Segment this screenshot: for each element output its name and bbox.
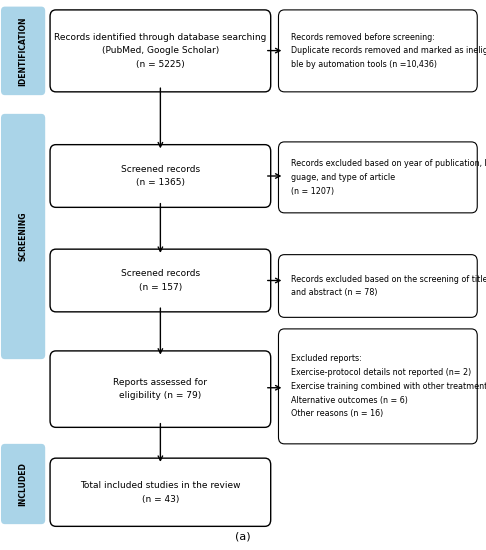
Text: Reports assessed for: Reports assessed for [113,378,208,387]
Text: Records excluded based on the screening of title: Records excluded based on the screening … [291,274,486,284]
FancyBboxPatch shape [1,444,45,524]
Text: IDENTIFICATION: IDENTIFICATION [18,16,28,86]
Text: (n = 43): (n = 43) [142,494,179,504]
Text: (n = 5225): (n = 5225) [136,60,185,69]
FancyBboxPatch shape [278,10,477,92]
Text: (n = 1365): (n = 1365) [136,178,185,188]
Text: ble by automation tools (n =10,436): ble by automation tools (n =10,436) [291,60,437,69]
Text: Total included studies in the review: Total included studies in the review [80,481,241,490]
Text: (PubMed, Google Scholar): (PubMed, Google Scholar) [102,46,219,56]
Text: Records removed before screening:: Records removed before screening: [291,32,435,42]
FancyBboxPatch shape [50,145,271,207]
FancyBboxPatch shape [1,114,45,359]
Text: Duplicate records removed and marked as ineligi-: Duplicate records removed and marked as … [291,46,486,56]
Text: INCLUDED: INCLUDED [18,462,28,506]
FancyBboxPatch shape [278,142,477,213]
Text: Records excluded based on year of publication, lan-: Records excluded based on year of public… [291,159,486,168]
Text: and abstract (n = 78): and abstract (n = 78) [291,288,378,298]
Text: Screened records: Screened records [121,164,200,174]
FancyBboxPatch shape [50,351,271,427]
FancyBboxPatch shape [1,7,45,95]
Text: Records identified through database searching: Records identified through database sear… [54,32,266,42]
Text: guage, and type of article: guage, and type of article [291,173,395,182]
Text: (n = 157): (n = 157) [139,283,182,292]
Text: Screened records: Screened records [121,269,200,278]
Text: (a): (a) [235,532,251,542]
Text: Alternative outcomes (n = 6): Alternative outcomes (n = 6) [291,395,408,405]
Text: Excluded reports:: Excluded reports: [291,354,362,364]
FancyBboxPatch shape [278,329,477,444]
FancyBboxPatch shape [50,10,271,92]
FancyBboxPatch shape [50,249,271,312]
Text: Exercise training combined with other treatment (n = 12): Exercise training combined with other tr… [291,382,486,391]
Text: (n = 1207): (n = 1207) [291,186,334,196]
FancyBboxPatch shape [278,255,477,317]
FancyBboxPatch shape [50,458,271,526]
Text: Exercise-protocol details not reported (n= 2): Exercise-protocol details not reported (… [291,368,471,377]
Text: SCREENING: SCREENING [18,212,28,261]
Text: Other reasons (n = 16): Other reasons (n = 16) [291,409,383,419]
Text: eligibility (n = 79): eligibility (n = 79) [119,392,202,400]
